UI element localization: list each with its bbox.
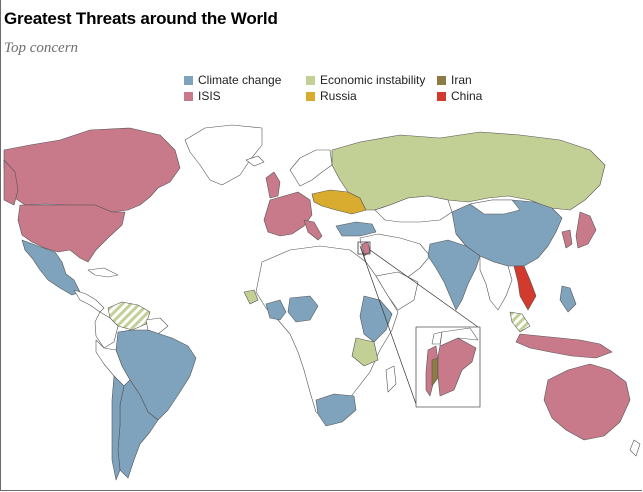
chart-title: Greatest Threats around the World [4,9,278,28]
legend-item-china: China [437,89,482,103]
africa [255,245,399,421]
inset-map [425,327,479,397]
nigeria [287,295,319,323]
legend-item-economic-instability: Economic instability [306,73,425,87]
new-zealand [629,439,641,457]
inset-syria [439,327,479,347]
legend-label-climate-change: Climate change [198,73,282,87]
saudi-arabia [375,271,419,311]
legend-item-iran: Iran [437,73,472,87]
inset-leader-1 [359,245,417,405]
inset-jordan [437,337,477,397]
ghana-region [265,299,287,321]
poland-ukraine [311,189,367,215]
russia [331,131,606,211]
united-kingdom [265,171,281,199]
legend-swatch-china [437,91,446,101]
indonesia [515,333,613,359]
india [427,239,481,311]
legend-item-russia: Russia [306,89,357,103]
united-states [17,204,126,263]
alaska [3,159,19,206]
legend-swatch-economic-instability [306,75,315,85]
chile [111,375,125,481]
italy [303,219,323,241]
legend-swatch-iran [437,75,446,85]
japan [575,211,597,249]
inset-leader-2 [369,249,479,328]
legend-label-russia: Russia [320,89,357,103]
south-korea [561,229,573,249]
legend-item-climate-change: Climate change [184,73,281,87]
legend-label-iran: Iran [451,73,472,87]
legend-swatch-isis [184,91,193,101]
guianas [145,317,169,335]
senegal [243,289,259,305]
vietnam [513,265,537,311]
chart-subtitle: Top concern [4,40,79,56]
turkey [335,221,377,237]
scandinavia [289,149,333,187]
legend-label-economic-instability: Economic instability [320,73,426,87]
colombia [94,311,119,349]
greenland [184,124,263,186]
legend-label-china: China [451,89,483,103]
cuba [87,267,119,278]
ethiopia-kenya [359,295,393,343]
legend-item-isis: ISIS [184,89,221,103]
central-america [73,289,105,313]
madagascar [385,365,397,393]
inset-source-box [357,241,371,255]
philippines [559,285,577,313]
southeast-asia [479,255,513,311]
legend-swatch-climate-change [184,75,193,85]
western-europe [263,191,313,237]
south-africa [315,393,357,427]
legend-swatch-russia [306,91,315,101]
canada [3,127,181,213]
legend-label-isis: ISIS [198,89,221,103]
iceland [245,155,265,167]
malaysia [509,311,531,333]
mongolia [469,199,521,215]
tanzania [351,337,379,367]
australia [543,363,631,441]
